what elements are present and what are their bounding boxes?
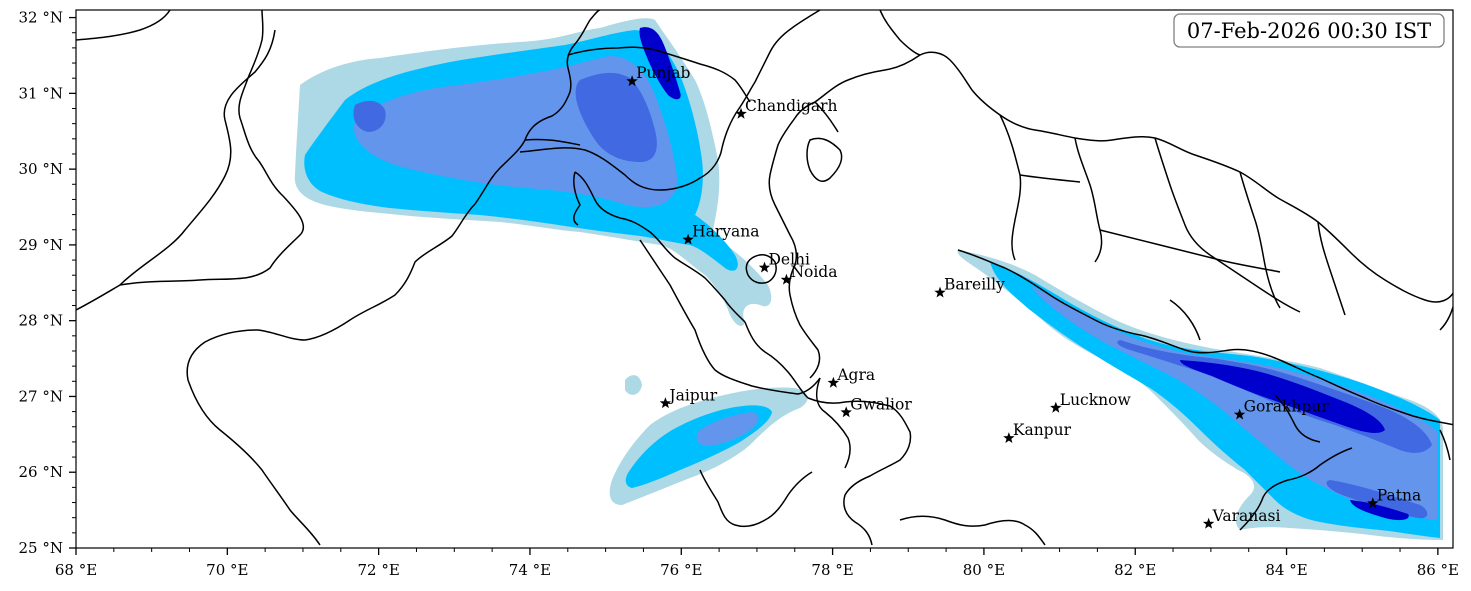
boundary-line [721,10,821,149]
boundary-line [1019,174,1081,183]
boundary-line [899,515,1046,546]
y-tick-label: 29 °N [19,236,63,254]
city-label: Agra [836,366,875,384]
y-tick-label: 32 °N [19,9,63,27]
boundary-line [879,10,921,56]
city-star-marker [758,261,771,273]
boundary-line [806,137,843,182]
precip-level-3 [696,412,759,446]
map-frame [75,9,1454,549]
x-tick-label: 84 °E [1265,561,1307,579]
y-tick-label: 31 °N [19,84,63,102]
y-tick-label: 27 °N [19,387,63,405]
boundary-line [1274,394,1321,443]
y-tick-label: 28 °N [19,312,63,330]
boundary-line [1317,221,1346,316]
boundary-line [186,10,601,546]
city-label: Haryana [692,223,759,241]
city-label: Gwalior [850,395,912,413]
boundary-line [814,101,839,133]
city-star-marker [626,75,638,87]
x-tick-label: 72 °E [357,561,399,579]
boundary-line [1154,137,1211,256]
boundary-line [574,171,746,323]
precip-level-5 [639,27,681,100]
precip-field-northwest [294,18,772,326]
boundary-line [524,138,581,146]
city-label: Gorakhpur [1244,398,1330,416]
boundary-line [1074,137,1103,263]
city-label: Delhi [769,251,811,269]
boundary-line [745,254,777,284]
boundary-line [957,249,1453,426]
precip-field-east [957,250,1443,540]
boundary-line [1169,299,1201,341]
y-tick-label: 26 °N [19,463,63,481]
city-star-marker [735,107,747,119]
y-tick-label: 30 °N [19,160,63,178]
precip-level-4 [353,72,657,162]
timestamp-text: 07-Feb-2026 00:30 IST [1187,19,1431,43]
boundary-line [999,114,1022,261]
boundary-line [1239,447,1353,531]
city-label: Kanpur [1013,421,1072,439]
boundary-line [119,29,276,286]
city-star-marker [659,397,672,409]
x-tick-label: 74 °E [509,561,551,579]
city-label: Bareilly [944,276,1005,294]
timestamp-frame [1173,13,1445,48]
boundary-line [807,397,912,546]
y-tick-label: 25 °N [19,539,63,557]
city-star-marker [840,406,852,418]
city-star-marker [682,233,694,245]
city-label: Varanasi [1212,507,1281,525]
city-star-marker [1233,408,1246,420]
x-tick-label: 68 °E [55,561,97,579]
city-star-marker [1202,517,1215,529]
x-tick-label: 76 °E [660,561,702,579]
boundary-line [1439,304,1453,331]
x-tick-label: 80 °E [963,561,1005,579]
city-star-marker [780,273,793,285]
city-label: Lucknow [1060,391,1132,409]
x-tick-label: 70 °E [206,561,248,579]
boundary-line [1099,229,1281,273]
city-label: Punjab [636,64,690,82]
boundary-line [76,10,171,41]
precip-field-rajasthan [609,375,808,505]
boundary-line [76,10,305,311]
y-axis: 32 °N 31 °N 30 °N 29 °N 28 °N 27 °N 26 °N 25 °N [19,9,76,557]
city-star-marker [1050,401,1062,413]
boundary-line [1439,429,1451,461]
city-star-marker [934,286,946,298]
boundary-line [567,46,751,103]
precip-level-5 [1180,360,1409,521]
boundary-lines [76,10,1453,546]
boundary-line [744,321,809,399]
city-star-marker [827,376,840,388]
timestamp-box: 07-Feb-2026 00:30 IST [1173,13,1445,48]
boundary-line [1209,254,1301,313]
city-label: Chandigarh [745,97,838,115]
boundary-line [768,101,821,379]
city-label: Noida [790,263,837,281]
boundary-line [1239,171,1281,309]
x-tick-label: 82 °E [1114,561,1156,579]
x-axis: 68 °E 70 °E 72 °E 74 °E 76 °E 78 °E 80 °E 82 °E… [55,548,1459,579]
boundary-line [573,171,581,226]
x-tick-label: 86 °E [1417,561,1459,579]
city-star-marker [1367,497,1379,509]
boundary-line [519,147,723,191]
boundary-line [699,469,813,528]
city-label: Jaipur [667,386,717,404]
city-label: Patna [1377,486,1421,504]
x-tick-label: 78 °E [811,561,853,579]
boundary-line [815,377,851,469]
boundary-line [639,239,821,395]
city-star-marker [1003,432,1015,443]
